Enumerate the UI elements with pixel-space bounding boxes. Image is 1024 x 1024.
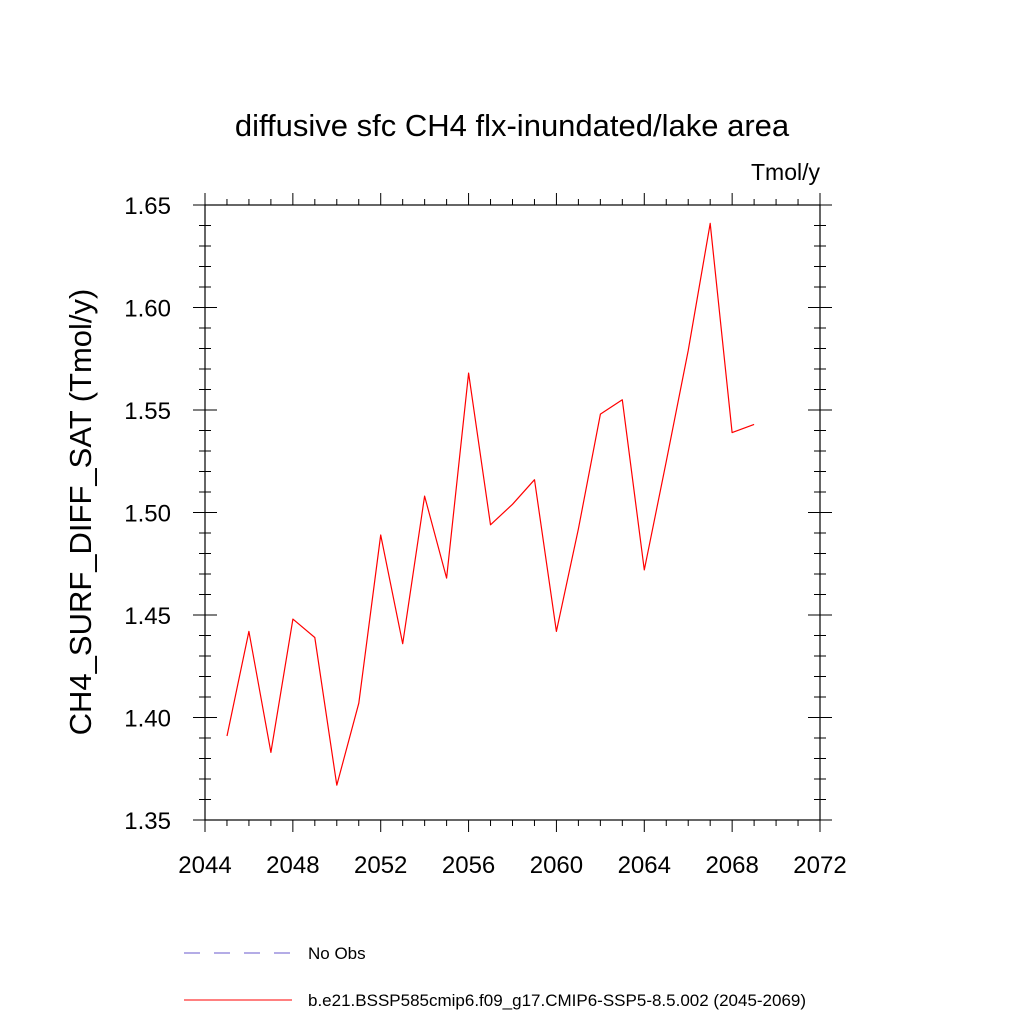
y-tick-label: 1.65 [124,193,171,220]
y-axis-label: CH4_SURF_DIFF_SAT (Tmol/y) [63,289,98,736]
series-group [226,222,755,786]
y-tick-label: 1.40 [124,706,171,733]
plot-frame [204,204,821,821]
y-tick-label: 1.45 [124,603,171,630]
axis-tick-labels: 2044 2048 2052 2056 2060 2064 2068 2072 1.35 1.40… [124,193,846,879]
x-tick-label: 2044 [178,852,231,879]
x-tick-label: 2048 [266,852,319,879]
x-tick-label: 2064 [618,852,671,879]
y-tick-label: 1.50 [124,501,171,528]
x-tick-label: 2072 [793,852,846,879]
y-tick-label: 1.60 [124,296,171,323]
axis-ticks [193,193,832,832]
y-tick-label: 1.35 [124,808,171,835]
x-tick-label: 2052 [354,852,407,879]
series-line [226,222,755,786]
chart-title: diffusive sfc CH4 flx-inundated/lake are… [235,108,790,143]
x-tick-label: 2056 [442,852,495,879]
x-tick-label: 2068 [705,852,758,879]
units-label: Tmol/y [751,159,821,185]
legend: No Obs b.e21.BSSP585cmip6.f09_g17.CMIP6-S… [184,944,806,1010]
legend-label: No Obs [308,944,366,963]
x-tick-label: 2060 [530,852,583,879]
legend-label: b.e21.BSSP585cmip6.f09_g17.CMIP6-SSP5-8.… [308,991,806,1010]
y-tick-label: 1.55 [124,398,171,425]
